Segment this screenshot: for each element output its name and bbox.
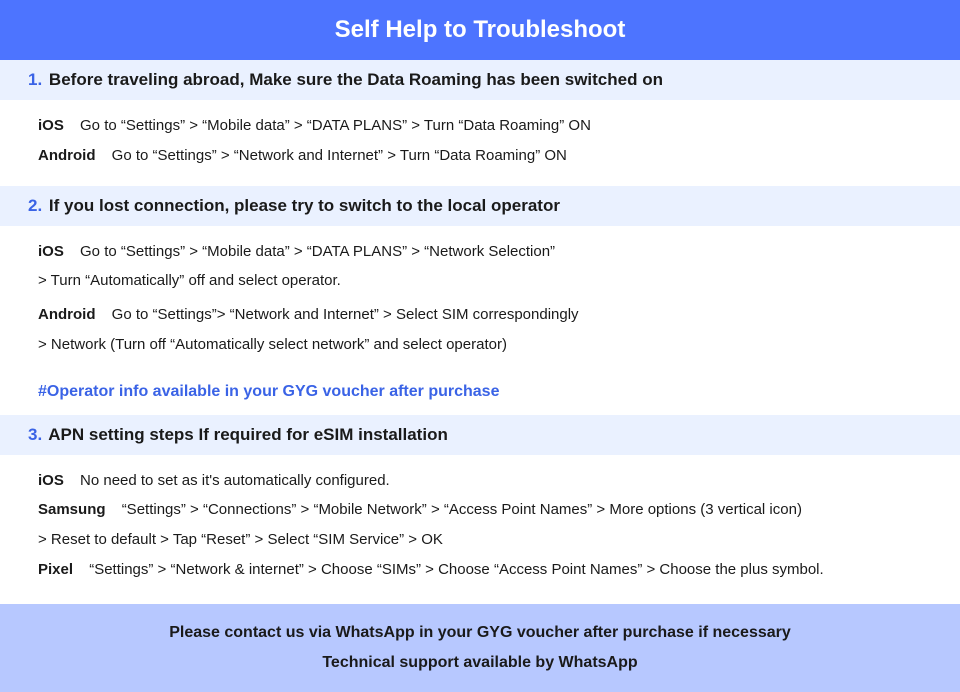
section-3-body: iOS No need to set as it's automatically… <box>0 455 960 604</box>
section-2-title: 2. If you lost connection, please try to… <box>0 186 960 226</box>
page-title: Self Help to Troubleshoot <box>0 0 960 60</box>
pixel-steps: “Settings” > “Network & internet” > Choo… <box>89 561 823 578</box>
section-3-title: 3. APN setting steps If required for eSI… <box>0 415 960 455</box>
section-1-title: 1. Before traveling abroad, Make sure th… <box>0 60 960 100</box>
section-2-number: 2. <box>28 196 42 215</box>
section-3-text: APN setting steps If required for eSIM i… <box>48 425 448 444</box>
android-label-2: Android <box>38 306 96 323</box>
android-steps-2: Go to “Settings”> “Network and Internet”… <box>112 306 579 323</box>
ios-steps-1: Go to “Settings” > “Mobile data” > “DATA… <box>80 117 591 134</box>
operator-note: #Operator info available in your GYG vou… <box>0 375 960 415</box>
ios-steps-3: No need to set as it's automatically con… <box>80 472 390 489</box>
ios-label-2: iOS <box>38 243 64 260</box>
samsung-steps-cont: > Reset to default > Tap “Reset” > Selec… <box>38 526 922 554</box>
ios-steps-2: Go to “Settings” > “Mobile data” > “DATA… <box>80 243 555 260</box>
section-3-number: 3. <box>28 425 42 444</box>
samsung-label: Samsung <box>38 501 106 518</box>
ios-label-3: iOS <box>38 472 64 489</box>
ios-label: iOS <box>38 117 64 134</box>
android-label: Android <box>38 147 96 164</box>
footer-line-1: Please contact us via WhatsApp in your G… <box>0 618 960 648</box>
section-1-rest: Make sure the Data Roaming has been swit… <box>244 70 663 89</box>
ios-steps-2-cont: > Turn “Automatically” off and select op… <box>38 267 922 295</box>
section-1-bold: Before traveling abroad, <box>49 70 245 89</box>
samsung-steps: “Settings” > “Connections” > “Mobile Net… <box>122 501 802 518</box>
section-1-number: 1. <box>28 70 42 89</box>
android-steps-2-cont: > Network (Turn off “Automatically selec… <box>38 331 922 359</box>
section-1-body: iOS Go to “Settings” > “Mobile data” > “… <box>0 100 960 186</box>
section-2-body: iOS Go to “Settings” > “Mobile data” > “… <box>0 226 960 375</box>
pixel-label: Pixel <box>38 561 73 578</box>
android-steps-1: Go to “Settings” > “Network and Internet… <box>112 147 567 164</box>
section-2-text: If you lost connection, please try to sw… <box>49 196 560 215</box>
footer: Please contact us via WhatsApp in your G… <box>0 604 960 692</box>
footer-line-2: Technical support available by WhatsApp <box>0 648 960 678</box>
